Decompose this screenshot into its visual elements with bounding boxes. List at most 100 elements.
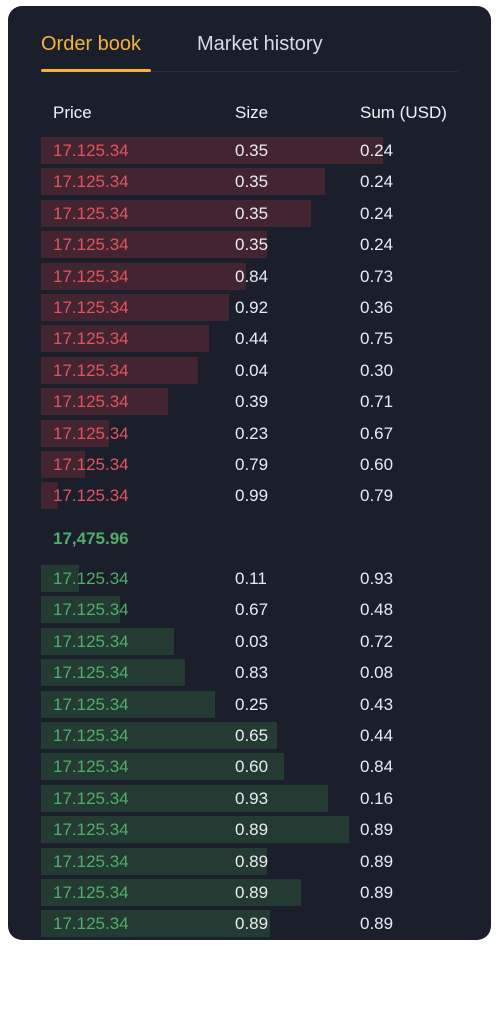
tab-market-history[interactable]: Market history	[197, 33, 323, 55]
bid-row[interactable]: 17.125.34 0.89 0.89	[8, 816, 491, 844]
ask-price-cell: 17.125.34	[53, 486, 129, 506]
bid-price-cell: 17.125.34	[53, 694, 129, 714]
bid-price-cell: 17.125.34	[53, 569, 129, 588]
ask-depth-bar	[41, 419, 109, 447]
ask-row[interactable]: 17.125.34 0.35 0.24	[8, 137, 491, 164]
ask-size-cell: 0.99	[235, 486, 269, 506]
ask-size-cell: 0.35	[235, 203, 269, 223]
bid-row[interactable]: 17.125.34 0.11 0.93	[8, 565, 491, 592]
bid-row[interactable]: 17.125.34 0.65 0.44	[8, 722, 491, 749]
ask-price-cell: 17.125.34	[53, 423, 129, 443]
bid-sum-cell: 0.48	[360, 600, 394, 620]
bid-sum-cell: 0.44	[360, 726, 394, 745]
ask-depth-bar	[41, 482, 58, 510]
bid-size-cell: 0.83	[235, 663, 269, 683]
ask-price-cell: 17.125.34	[53, 455, 129, 474]
column-header: Price Size Sum (USD)	[8, 103, 491, 125]
ask-size-cell: 0.35	[235, 235, 269, 255]
bid-price-cell: 17.125.34	[53, 757, 129, 777]
bid-depth-bar	[41, 784, 328, 812]
ask-sum-cell: 0.60	[360, 455, 394, 474]
ask-size-cell: 0.23	[235, 423, 269, 443]
ask-row[interactable]: 17.125.34 0.35 0.24	[8, 168, 491, 196]
ask-row[interactable]: 17.125.34 0.39 0.71	[8, 388, 491, 416]
bid-sum-cell: 0.84	[360, 757, 394, 777]
ask-size-cell: 0.92	[235, 298, 269, 317]
ask-row[interactable]: 17.125.34 0.23 0.67	[8, 419, 491, 447]
ask-row[interactable]: 17.125.34 0.44 0.75	[8, 325, 491, 353]
ask-price-cell: 17.125.34	[53, 203, 129, 223]
ask-sum-cell: 0.24	[360, 235, 394, 255]
bid-sum-cell: 0.43	[360, 694, 394, 714]
bid-price-cell: 17.125.34	[53, 726, 129, 745]
bid-row[interactable]: 17.125.34 0.83 0.08	[8, 659, 491, 687]
bid-row[interactable]: 17.125.34 0.89 0.89	[8, 879, 491, 906]
bid-sum-cell: 0.89	[360, 914, 394, 934]
bid-row[interactable]: 17.125.34 0.89 0.89	[8, 847, 491, 875]
ask-row[interactable]: 17.125.34 0.84 0.73	[8, 262, 491, 290]
order-book-panel: Order book Market history Price Size Sum…	[8, 6, 491, 940]
bid-size-cell: 0.25	[235, 694, 269, 714]
bid-row[interactable]: 17.125.34 0.93 0.16	[8, 784, 491, 812]
ask-size-cell: 0.35	[235, 141, 269, 160]
ask-depth-bar	[41, 451, 85, 478]
bid-price-cell: 17.125.34	[53, 883, 129, 902]
ask-row[interactable]: 17.125.34 0.99 0.79	[8, 482, 491, 510]
ask-sum-cell: 0.75	[360, 329, 394, 349]
ask-depth-bar	[41, 356, 198, 384]
bid-size-cell: 0.11	[235, 569, 267, 588]
ask-depth-bar	[41, 168, 325, 196]
bid-depth-bar	[41, 565, 79, 592]
bid-sum-cell: 0.72	[360, 631, 394, 651]
bid-price-cell: 17.125.34	[53, 820, 129, 840]
tab-bar: Order book Market history	[8, 6, 491, 76]
ask-sum-cell: 0.73	[360, 266, 394, 286]
ask-sum-cell: 0.24	[360, 203, 394, 223]
ask-sum-cell: 0.30	[360, 360, 394, 380]
bid-row[interactable]: 17.125.34 0.67 0.48	[8, 596, 491, 624]
ask-row[interactable]: 17.125.34 0.35 0.24	[8, 231, 491, 259]
bid-size-cell: 0.89	[235, 883, 269, 902]
size-column-header: Size	[235, 103, 269, 122]
tab-order-book[interactable]: Order book	[41, 33, 142, 55]
bid-depth-bar	[41, 753, 284, 781]
bid-size-cell: 0.67	[235, 600, 269, 620]
bid-price-cell: 17.125.34	[53, 663, 129, 683]
ask-row[interactable]: 17.125.34 0.04 0.30	[8, 356, 491, 384]
bid-size-cell: 0.89	[235, 851, 269, 871]
bid-sum-cell: 0.89	[360, 820, 394, 840]
ask-depth-bar	[41, 231, 267, 259]
ask-row[interactable]: 17.125.34 0.79 0.60	[8, 451, 491, 478]
ask-price-cell: 17.125.34	[53, 172, 129, 192]
bid-row[interactable]: 17.125.34 0.89 0.89	[8, 910, 491, 938]
bid-depth-bar	[41, 847, 267, 875]
tab-divider	[41, 71, 458, 72]
bid-price-cell: 17.125.34	[53, 788, 129, 808]
ask-price-cell: 17.125.34	[53, 235, 129, 255]
ask-depth-bar	[41, 294, 229, 321]
ask-sum-cell: 0.24	[360, 172, 394, 192]
bid-size-cell: 0.89	[235, 914, 269, 934]
ask-size-cell: 0.44	[235, 329, 269, 349]
ask-size-cell: 0.84	[235, 266, 269, 286]
ask-depth-bar	[41, 325, 209, 353]
ask-price-cell: 17.125.34	[53, 329, 129, 349]
ask-row[interactable]: 17.125.34 0.92 0.36	[8, 294, 491, 321]
bid-price-cell: 17.125.34	[53, 851, 129, 871]
bid-row[interactable]: 17.125.34 0.25 0.43	[8, 690, 491, 718]
bid-size-cell: 0.03	[235, 631, 269, 651]
bid-row[interactable]: 17.125.34 0.60 0.84	[8, 753, 491, 781]
bid-sum-cell: 0.89	[360, 883, 394, 902]
bid-depth-bar	[41, 627, 174, 655]
ask-size-cell: 0.79	[235, 455, 269, 474]
ask-size-cell: 0.04	[235, 360, 269, 380]
ask-sum-cell: 0.24	[360, 141, 394, 160]
bid-depth-bar	[41, 690, 215, 718]
ask-row[interactable]: 17.125.34 0.35 0.24	[8, 199, 491, 227]
bid-depth-bar	[41, 596, 120, 624]
bid-row[interactable]: 17.125.34 0.03 0.72	[8, 627, 491, 655]
sum-column-header: Sum (USD)	[360, 103, 447, 122]
ask-size-cell: 0.39	[235, 392, 269, 412]
ask-depth-bar	[41, 388, 168, 416]
ask-price-cell: 17.125.34	[53, 298, 129, 317]
